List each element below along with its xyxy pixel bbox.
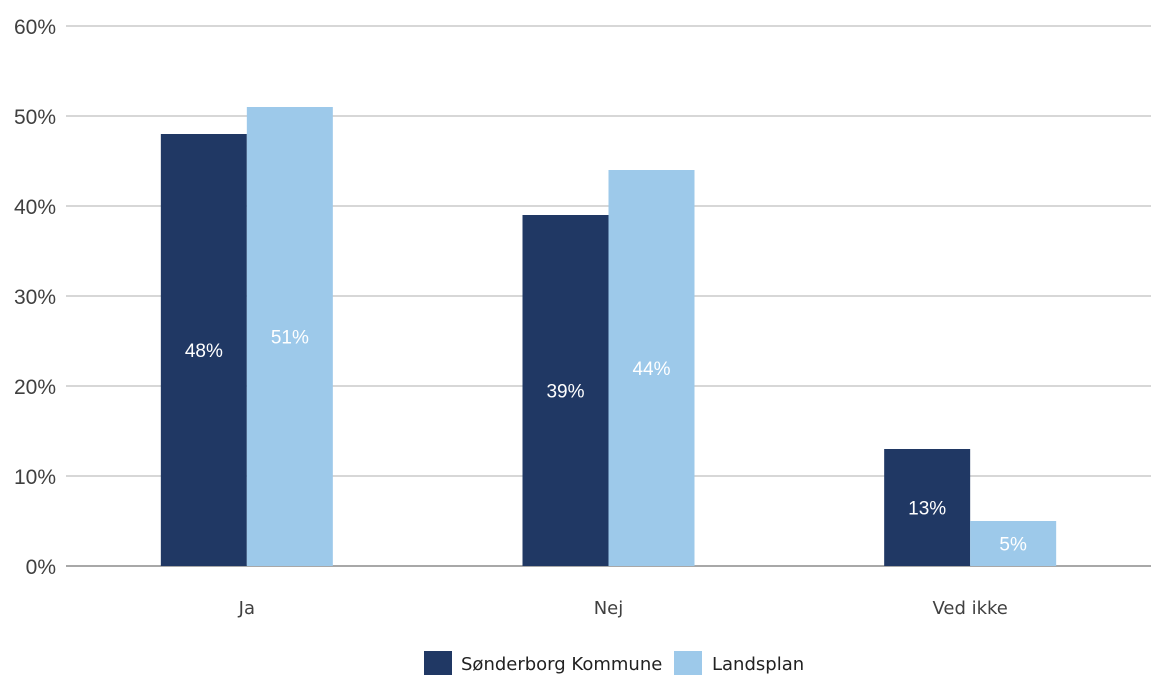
data-label: 13% bbox=[908, 499, 946, 520]
bar bbox=[884, 449, 971, 566]
legend-swatch bbox=[424, 651, 452, 675]
bar bbox=[608, 170, 695, 566]
x-tick-label: Nej bbox=[594, 598, 624, 619]
data-label: 44% bbox=[632, 359, 670, 380]
legend-label: Landsplan bbox=[712, 654, 804, 675]
y-tick-label: 30% bbox=[14, 286, 56, 309]
bar bbox=[160, 134, 247, 566]
x-axis: Ja Nej Ved ikke bbox=[238, 598, 1008, 619]
data-label: 48% bbox=[185, 341, 223, 362]
y-tick-label: 20% bbox=[14, 376, 56, 399]
data-label: 5% bbox=[999, 535, 1027, 556]
bar bbox=[522, 215, 609, 566]
y-tick-label: 50% bbox=[14, 106, 56, 129]
bar bbox=[246, 107, 333, 566]
y-tick-label: 60% bbox=[14, 16, 56, 39]
y-tick-label: 10% bbox=[14, 466, 56, 489]
legend-label: Sønderborg Kommune bbox=[461, 654, 662, 675]
data-label: 51% bbox=[271, 328, 309, 349]
x-tick-label: Ja bbox=[238, 598, 255, 619]
legend-swatch bbox=[674, 651, 702, 675]
bars: 48% 51% 39% 44% 13% 5% bbox=[160, 107, 1057, 566]
legend: Sønderborg Kommune Landsplan bbox=[424, 651, 804, 675]
bar bbox=[970, 521, 1057, 566]
y-tick-label: 0% bbox=[26, 556, 56, 579]
x-tick-label: Ved ikke bbox=[932, 598, 1007, 619]
y-axis: 0% 10% 20% 30% 40% 50% 60% bbox=[14, 16, 56, 579]
data-label: 39% bbox=[546, 382, 584, 403]
y-tick-label: 40% bbox=[14, 196, 56, 219]
